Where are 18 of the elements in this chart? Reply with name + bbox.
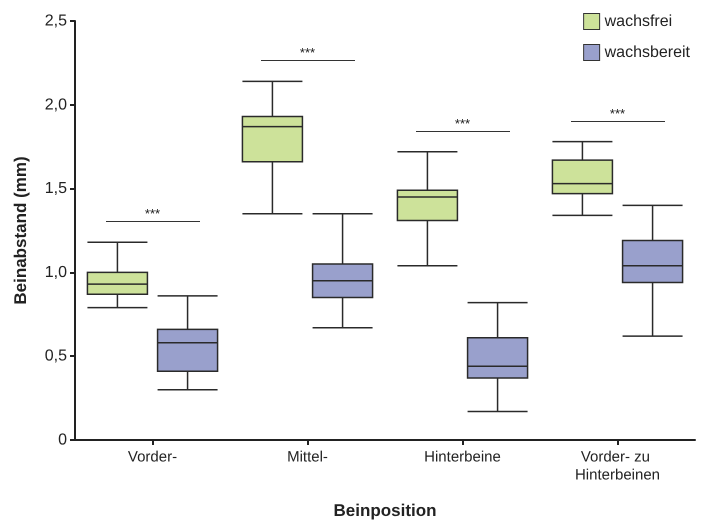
y-tick-label: 0,5 [44,348,68,365]
x-tick-label: Vorder- [128,448,178,466]
y-tick-label: 2,5 [44,12,68,30]
y-axis-title: Beinabstand (mm) [11,156,30,305]
significance-bracket: *** [416,118,510,132]
significance-bracket: *** [106,208,200,222]
x-tick-label: Vorder- zu Hinterbeinen [574,448,660,484]
significance-bracket: *** [570,108,664,122]
y-tick-label: 1,5 [44,180,68,198]
significance-bracket: *** [260,47,354,62]
y-tick-label: 1,0 [44,264,68,281]
legend-label: wachsbereit [604,44,691,61]
x-tick-label: Mittel- [287,448,328,466]
legend-label: wachsfrei [604,13,672,30]
x-tick-label: Hinterbeine [424,448,501,466]
y-tick-label: 2,0 [44,96,68,114]
y-tick-label: 0 [58,432,68,448]
x-axis-title: Beinposition [334,501,436,520]
